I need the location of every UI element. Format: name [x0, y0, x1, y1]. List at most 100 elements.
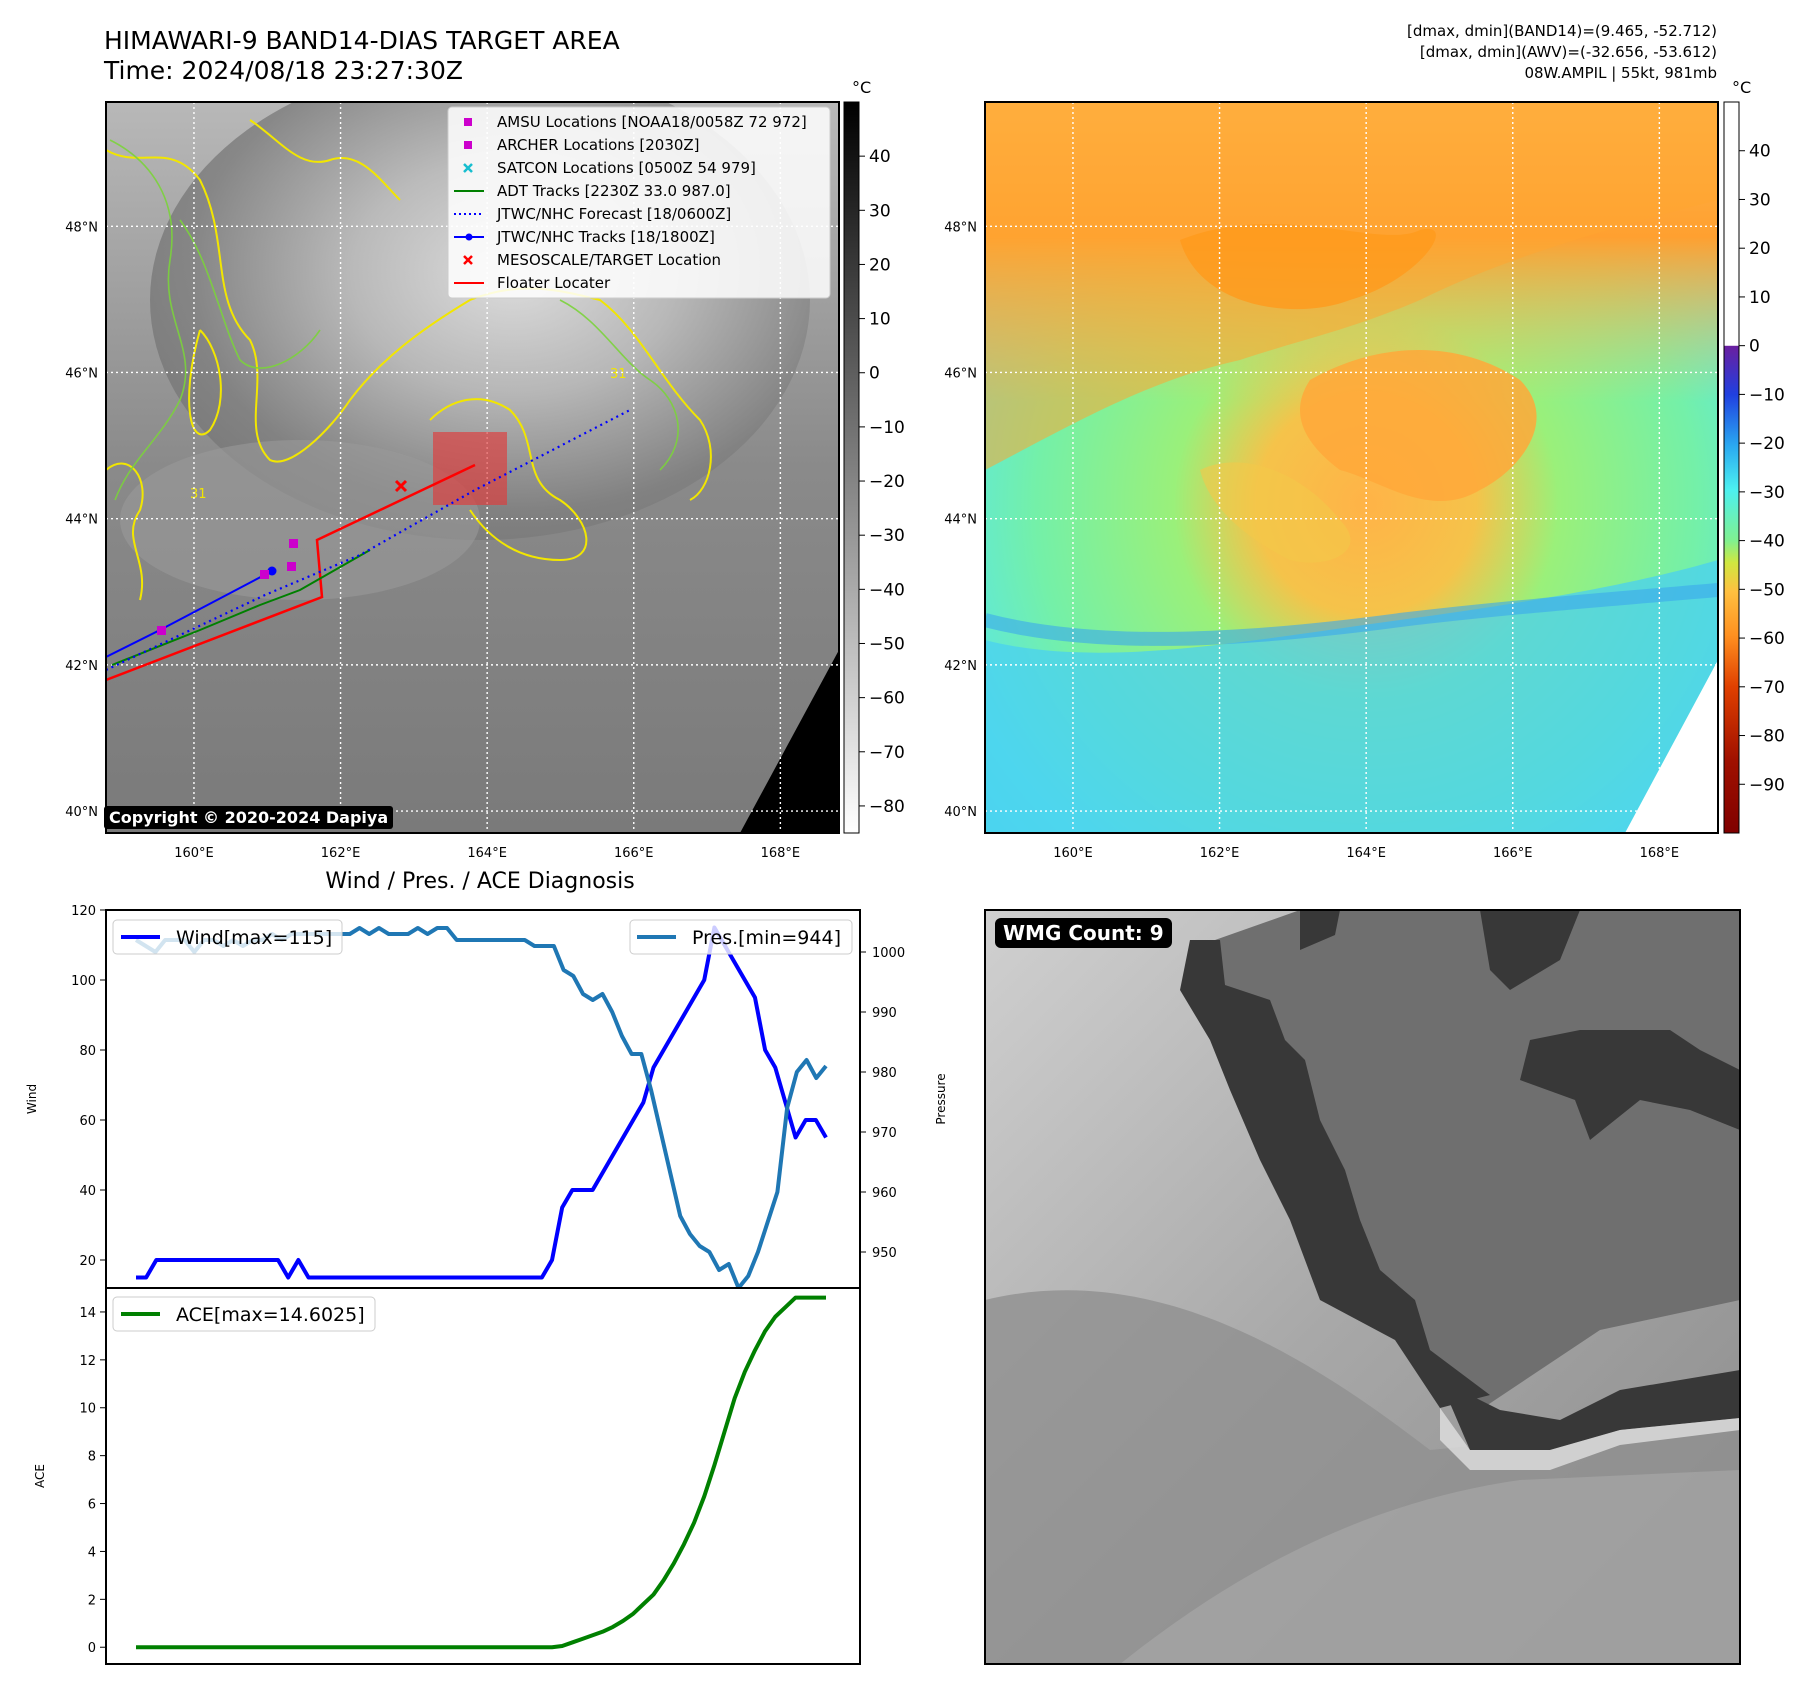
ace-tick-label: 12 [79, 1354, 96, 1369]
ice-contours [109, 139, 679, 501]
ir-map-frame [105, 101, 840, 834]
ir-lat-labels: 48°N 46°N 44°N 42°N 40°N [65, 220, 98, 820]
map-legend: AMSU Locations [NOAA18/0058Z 72 972] ARCH… [447, 106, 831, 299]
pressure-tick-label: 950 [872, 1246, 897, 1261]
wv-no-data-region [1625, 660, 1718, 833]
ace-legend: ACE[max=14.6025] [112, 1296, 376, 1332]
wmg-count-badge: WMG Count: 9 [995, 918, 1172, 948]
colorbar-tick-label: −30 [869, 526, 905, 546]
pressure-tick-label: 970 [872, 1126, 897, 1141]
lon-tick-label: 168°E [761, 846, 801, 861]
pressure-tick-label: 960 [872, 1186, 897, 1201]
legend-label: MESOSCALE/TARGET Location [497, 251, 721, 269]
contour-label: 31 [190, 487, 207, 502]
colorbar-tick-label: −10 [1749, 385, 1785, 405]
archer-location-marker [287, 562, 296, 571]
colorbar-tick-label: 0 [869, 364, 880, 384]
wind-legend-box [112, 919, 343, 955]
colorbar-tick-label: 40 [1749, 142, 1771, 162]
legend-label: Floater Locater [497, 274, 611, 292]
lat-tick-label: 40°N [944, 805, 977, 820]
colorbar-tick-label: 10 [1749, 288, 1771, 308]
legend-swatch-dot [465, 233, 473, 241]
colorbar-tick-label: −60 [869, 689, 905, 709]
legend-swatch-x [463, 163, 473, 173]
lat-tick-label: 40°N [65, 805, 98, 820]
lat-tick-label: 48°N [944, 220, 977, 235]
lat-tick-label: 44°N [65, 513, 98, 528]
wv-lat-labels: 48°N 46°N 44°N 42°N 40°N [944, 220, 977, 820]
archer-location-marker [260, 570, 269, 579]
wv-colorbar: °C 40 30 20 10 0 −10 −20 −30 −40 −50 −60 −70 −80 −90 [1723, 78, 1785, 834]
colorbar-tick-label: 30 [869, 201, 891, 221]
ir-lon-labels: 160°E 162°E 164°E 166°E 168°E [174, 846, 800, 861]
lon-tick-label: 162°E [1200, 846, 1240, 861]
wmg-region-dark [1180, 940, 1490, 1408]
legend-swatch-x [463, 255, 473, 265]
ace-tick-label: 0 [88, 1641, 96, 1656]
lat-tick-label: 42°N [944, 659, 977, 674]
ir-colorbar-bar [843, 101, 860, 834]
lon-tick-label: 160°E [1053, 846, 1093, 861]
wv-map-panel: 48°N 46°N 44°N 42°N 40°N 160°E 162°E 164°E 166°… [944, 101, 1719, 861]
lon-tick-label: 166°E [614, 846, 654, 861]
wv-colorbar-bar [1723, 101, 1740, 834]
ace-axis-label: ACE [33, 1464, 47, 1488]
ir-colorbar: °C 40 30 20 10 0 −10 −20 −30 −40 −50 −60 −70 −80 [843, 78, 905, 834]
wind-tick-label: 80 [79, 1044, 96, 1059]
wv-map-frame [984, 101, 1719, 834]
colorbar-tick-label: −80 [869, 797, 905, 817]
ir-no-data-region [740, 650, 839, 833]
ace-tick-label: 6 [88, 1498, 96, 1513]
lat-tick-label: 42°N [65, 659, 98, 674]
wind-tick-label: 40 [79, 1184, 96, 1199]
colorbar-tick-label: −50 [869, 634, 905, 654]
pressure-legend: Pres.[min=944] [629, 919, 853, 955]
lat-tick-label: 44°N [944, 513, 977, 528]
pressure-tick-label: 1000 [872, 946, 905, 961]
legend-label: JTWC/NHC Forecast [18/0600Z] [496, 205, 731, 223]
colorbar-tick-label: −30 [1749, 483, 1785, 503]
legend-label: ADT Tracks [2230Z 33.0 987.0] [497, 182, 731, 200]
legend-label: SATCON Locations [0500Z 54 979] [497, 159, 756, 177]
colorbar-tick-label: 0 [1749, 337, 1760, 357]
colorbar-tick-label: −70 [869, 743, 905, 763]
wmg-frame [984, 909, 1741, 1665]
lon-tick-label: 168°E [1640, 846, 1680, 861]
colorbar-tick-label: 30 [1749, 190, 1771, 210]
band14-range-info: [dmax, dmin](BAND14)=(9.465, -52.712) [1406, 22, 1717, 40]
contour-label: 31 [610, 367, 627, 382]
coastline-contours [106, 119, 712, 601]
colorbar-tick-label: 40 [869, 147, 891, 167]
legend-label: JTWC/NHC Tracks [18/1800Z] [496, 228, 715, 246]
wind-tick-label: 100 [71, 974, 96, 989]
ace-tick-label: 2 [88, 1593, 96, 1608]
wind-tick-label: 120 [71, 904, 96, 919]
pressure-legend-box [629, 919, 853, 955]
wmg-panel [984, 909, 1741, 1665]
ace-tick-label: 14 [79, 1306, 96, 1321]
colorbar-tick-label: −10 [869, 418, 905, 438]
colorbar-tick-label: −20 [869, 472, 905, 492]
legend-label: ARCHER Locations [2030Z] [497, 136, 700, 154]
ace-series-line [136, 1295, 826, 1650]
amsu-location-marker [157, 626, 166, 635]
adt-track [111, 549, 371, 666]
legend-swatch-square [464, 141, 472, 149]
ace-tick-label: 10 [79, 1402, 96, 1417]
wv-lon-labels: 160°E 162°E 164°E 166°E 168°E [1053, 846, 1679, 861]
ace-plot-frame [105, 1287, 861, 1665]
lat-tick-label: 46°N [944, 366, 977, 381]
lat-tick-label: 48°N [65, 220, 98, 235]
colorbar-tick-label: 20 [1749, 239, 1771, 259]
jtwc-track-point [267, 566, 277, 576]
pressure-axis-label: Pressure [934, 1073, 948, 1124]
lon-tick-label: 166°E [1493, 846, 1533, 861]
figure-time: Time: 2024/08/18 23:27:30Z [104, 56, 463, 85]
lon-tick-label: 164°E [467, 846, 507, 861]
ir-map-panel: 31 31 AMSU Locations [65, 101, 840, 861]
wv-colorbar-unit: °C [1732, 78, 1751, 97]
colorbar-tick-label: 20 [869, 255, 891, 275]
awv-range-info: [dmax, dmin](AWV)=(-32.656, -53.612) [1419, 43, 1717, 61]
